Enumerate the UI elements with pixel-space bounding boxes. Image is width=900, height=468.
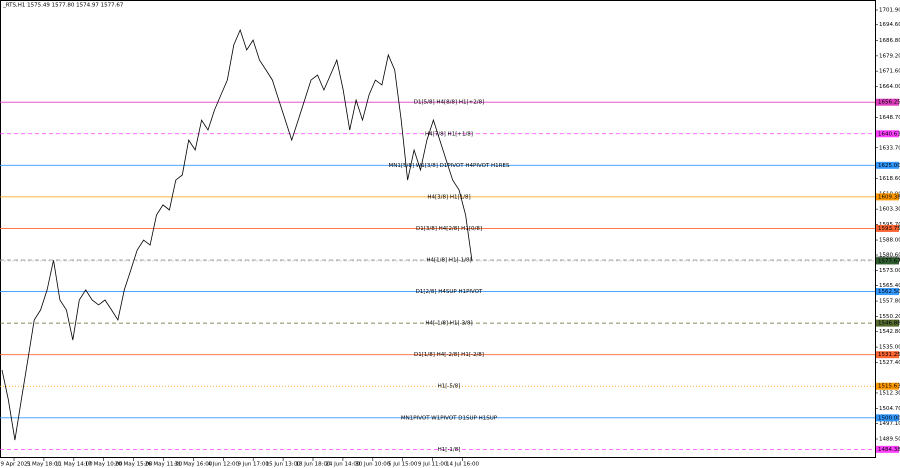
level-price-box	[876, 414, 899, 422]
x-tick-label: 29 Apr 2021	[0, 462, 31, 468]
level-price-box	[876, 351, 899, 359]
x-tick-label: 14 Jul 16:00	[446, 462, 479, 468]
level-price-box	[876, 98, 899, 106]
x-tick-label: 18 Jun 18:00	[296, 462, 331, 468]
y-tick-label: 1588.00	[879, 238, 900, 244]
y-tick-label: 1648.70	[879, 115, 900, 121]
level-label: H4[1/8] H1[-1/8]	[426, 257, 471, 263]
level-price-box	[876, 382, 899, 390]
y-tick-label: 1580.60	[879, 253, 900, 259]
y-tick-label: 1497.10	[879, 421, 900, 427]
level-price-label: 1500.00	[878, 415, 900, 421]
y-tick-label: 1701.90	[879, 7, 900, 13]
level-label: D1[5/8] H4[8/8] H1[+2/8]	[414, 100, 485, 106]
y-tick-label: 1527.40	[879, 360, 900, 366]
level-label: H1[-1/8]	[438, 447, 461, 453]
plot-frame	[0, 0, 876, 458]
y-tick-label: 1557.80	[879, 299, 900, 305]
y-tick-label: 1679.20	[879, 53, 900, 59]
y-tick-label: 1512.30	[879, 390, 900, 396]
y-tick-label: 1686.80	[879, 38, 900, 44]
x-tick-label: 15 Jun 13:00	[266, 462, 301, 468]
level-label: H4[3/8] H1[1/8]	[427, 194, 470, 200]
x-tick-label: 11 May 14:00	[55, 462, 93, 468]
y-tick-label: 1633.70	[879, 145, 900, 151]
y-tick-label: 1603.30	[879, 207, 900, 213]
level-price-label: 1515.63	[878, 384, 900, 390]
level-price-label: 1562.50	[878, 289, 900, 295]
y-tick-label: 1664.00	[879, 84, 900, 90]
chart-title: _RTS,H1 1575.49 1577.80 1574.97 1577.67	[2, 3, 124, 9]
level-price-box	[876, 161, 899, 169]
level-price-label: 1640.63	[878, 131, 900, 137]
y-tick-label: 1489.50	[879, 437, 900, 443]
x-tick-label: 17 May 10:00	[85, 462, 123, 468]
level-price-label: 1609.38	[878, 194, 900, 200]
level-price-label: 1593.75	[878, 226, 900, 232]
y-tick-label: 1618.60	[879, 176, 900, 182]
x-tick-label: 26 May 11:00	[145, 462, 183, 468]
x-tick-label: 4 Jun 12:00	[208, 462, 240, 468]
level-price-box	[876, 288, 899, 296]
y-tick-label: 1535.00	[879, 345, 900, 351]
level-label: D1[1/8] H4[-2/8] H1[-2/8]	[414, 352, 484, 358]
level-label: D1[3/8] H4[2/8] H1[0/8]	[416, 226, 482, 232]
x-tick-label: 24 Jun 14:00	[325, 462, 360, 468]
level-label: H4[7/8] H1[+1/8]	[425, 131, 473, 137]
x-tick-label: 31 May 16:00	[175, 462, 213, 468]
level-label: H1[-5/8]	[438, 384, 461, 390]
level-price-box	[876, 193, 899, 201]
level-price-label: 1484.38	[878, 447, 900, 453]
x-tick-label: 9 Jun 17:00	[237, 462, 269, 468]
level-label: D1[2/8] H4SUP H1PIVOT	[416, 289, 483, 295]
level-price-box	[876, 319, 899, 327]
y-tick-label: 1504.70	[879, 406, 900, 412]
level-price-box	[876, 224, 899, 232]
x-tick-label: 5 May 18:00	[27, 462, 62, 468]
level-price-box	[876, 130, 899, 138]
level-price-label: 1546.88	[878, 321, 900, 327]
level-label: MN1PIVOT W1PIVOT D1SUP H1SUP	[401, 415, 498, 421]
y-tick-label: 1671.60	[879, 69, 900, 75]
level-price-label: 1531.25	[878, 352, 900, 358]
price-line	[1, 28, 473, 441]
y-tick-label: 1542.80	[879, 329, 900, 335]
level-label: H4[-1/8] H1[-3/8]	[425, 321, 472, 327]
x-tick-label: 30 Jun 10:00	[355, 462, 390, 468]
level-price-box	[876, 445, 899, 453]
x-tick-label: 20 May 15:00	[115, 462, 153, 468]
y-tick-label: 1573.00	[879, 268, 900, 274]
level-price-label: 1625.00	[878, 163, 900, 169]
y-tick-label: 1565.40	[879, 283, 900, 289]
level-price-label: 1656.25	[878, 100, 900, 106]
y-tick-label: 1550.20	[879, 314, 900, 320]
current-price-label: 1577.67	[878, 258, 900, 264]
x-tick-label: 5 Jul 15:00	[388, 462, 418, 468]
x-tick-label: 9 Jul 11:00	[418, 462, 448, 468]
y-tick-label: 1694.60	[879, 22, 900, 28]
level-label: MN1[5/8] W1[3/8] D1PIVOT H4PIVOT H1RES	[389, 163, 510, 169]
current-price-box	[876, 257, 899, 265]
